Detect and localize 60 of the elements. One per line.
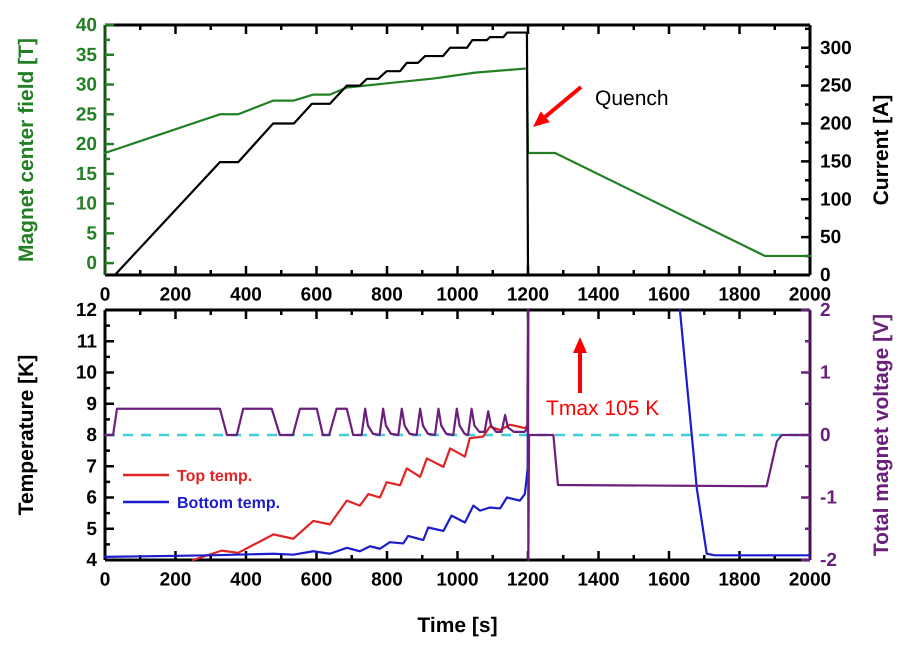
legend-label: Bottom temp. [177,495,280,512]
x-tick-label: 1600 [648,284,690,306]
y2-tick-label: 100 [820,189,852,210]
y2-tick-label: 50 [820,227,842,248]
y-tick-label: 12 [76,300,97,322]
line-series [104,67,812,258]
y-tick-label: 9 [86,394,97,415]
y2-tick-label: 150 [820,151,852,172]
y2-axis-title: Total magnet voltage [V] [870,314,893,556]
y2-tick-label: -2 [820,550,837,572]
y-tick-label: 4 [86,550,98,572]
y2-tick-label: 250 [820,76,852,97]
y-tick-label: 5 [86,223,98,244]
x-tick-label: 800 [371,569,403,590]
y-tick-label: 40 [76,15,97,36]
annotation: Quench [595,87,669,110]
x-tick-label: 600 [300,569,332,590]
x-tick-label: 400 [230,284,262,306]
x-tick-label: 400 [230,569,262,590]
y2-tick-label: -1 [820,488,838,509]
x-tick-label: 0 [100,284,110,306]
x-tick-label: 2000 [788,569,832,590]
y-tick-label: 11 [76,331,98,352]
y-tick-label: 35 [76,44,98,66]
y2-axis-title: Current [A] [870,94,893,206]
x-tick-label: 1000 [436,284,479,306]
x-tick-label: 1200 [506,284,550,306]
y-tick-label: 25 [76,104,98,126]
x-tick-label: 1000 [436,569,479,590]
x-tick-label: 800 [371,284,403,306]
y2-tick-label: 0 [820,425,831,446]
x-tick-label: 1800 [718,284,761,306]
x-tick-label: 200 [160,284,192,306]
x-tick-label: 1800 [718,569,761,590]
y-tick-label: 5 [86,518,98,540]
y-axis-title: Magnet center field [T] [15,38,38,262]
legend-label: Top temp. [177,468,252,485]
y-tick-label: 10 [76,194,97,215]
x-tick-label: 0 [100,569,110,590]
y2-tick-label: 0 [820,265,831,286]
y2-tick-label: 300 [820,38,852,59]
y-tick-label: 10 [76,362,97,384]
y-tick-label: 20 [76,134,97,156]
y-tick-label: 0 [86,253,97,274]
y2-tick-label: 200 [820,114,852,135]
y-tick-label: 6 [86,488,97,509]
y-tick-label: 15 [76,164,98,185]
x-tick-label: 600 [300,284,332,306]
x-tick-label: 200 [160,569,192,590]
y-tick-label: 7 [86,456,97,478]
annotation: Tmax 105 K [546,397,660,420]
y-tick-label: 8 [86,425,97,446]
x-tick-label: 1600 [648,569,690,590]
y-axis-title: Temperature [K] [15,354,38,516]
x-tick-label: 1400 [577,284,620,306]
y-tick-label: 30 [76,74,97,96]
y2-tick-label: 1 [820,362,831,384]
x-tick-label: 1400 [577,569,620,590]
x-axis-title: Time [s] [417,614,498,637]
x-tick-label: 1200 [506,569,550,590]
